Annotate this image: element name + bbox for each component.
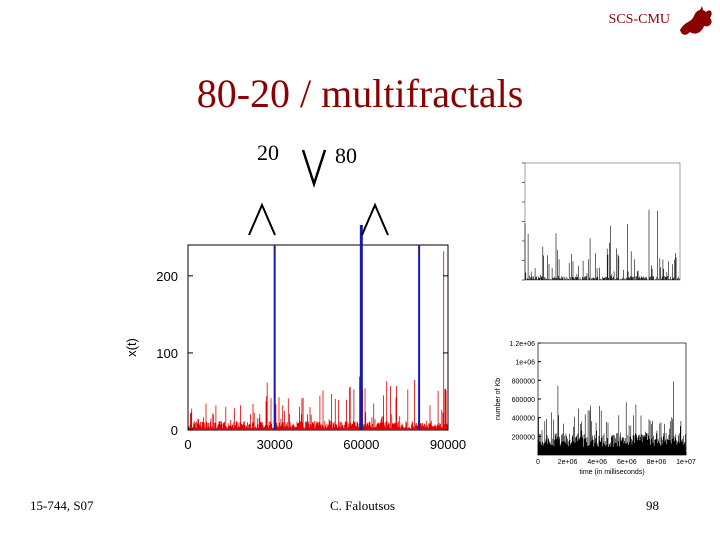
y-tick-label: 0	[171, 423, 178, 438]
inset-bottom-xtick-label: 1e+07	[676, 459, 696, 466]
slide-header: SCS-CMU	[608, 12, 670, 27]
main-plot-frame	[187, 244, 449, 431]
inset-bottom-xlabel: time (in milliseconds)	[579, 469, 644, 476]
y-tick-label: 200	[156, 269, 178, 284]
inset-bottom-ytick-label: 1.2e+06	[510, 341, 536, 348]
caret-bracket-icon	[361, 202, 389, 236]
inset-bottom-ytick-label: 800000	[512, 378, 535, 385]
inset-bottom-xtick-label: 0	[536, 459, 540, 466]
inset-bottom-ytick-label: 1e+06	[515, 360, 535, 367]
y-axis-label: x(t)	[124, 338, 139, 357]
caret-bracket-icon	[248, 202, 276, 236]
inset-bottom-xtick-label: 8e+06	[647, 459, 667, 466]
inset-top-trace	[524, 209, 680, 280]
caret-bracket-icon	[301, 149, 327, 189]
x-tick-label: 60000	[343, 437, 379, 452]
inset-bottom-ytick-label: 400000	[512, 416, 535, 423]
dragon-logo-icon	[680, 6, 712, 35]
course-code: 15-744, S07	[30, 498, 94, 513]
y-tick-label: 100	[156, 346, 178, 361]
x-tick-label: 0	[184, 437, 191, 452]
inset-bottom-ytick-label: 600000	[512, 397, 535, 404]
slide-title: 80-20 / multifractals	[196, 71, 524, 116]
inset-bottom-ylabel: number of Kb	[495, 378, 502, 420]
inset-chart-bottom: 200000 400000 600000 800000 1e+06 1.2e+06 0 2e+…	[495, 341, 696, 476]
x-tick-label: 30000	[257, 437, 293, 452]
inset-top-frame	[524, 162, 681, 281]
inset-bottom-ytick-label: 200000	[512, 434, 535, 441]
inset-bottom-xtick-label: 6e+06	[617, 459, 637, 466]
traffic-chart: 0 100 200 0 30000 60000 90000 x(t)	[124, 149, 466, 452]
inset-chart-top	[522, 162, 681, 281]
inset-bottom-xtick-label: 2e+06	[558, 459, 578, 466]
label-80-percent: 80	[335, 143, 357, 168]
inset-bottom-xtick-label: 4e+06	[587, 459, 607, 466]
traffic-trace	[187, 251, 448, 430]
inset-bottom-trace	[537, 381, 686, 455]
page-number: 98	[646, 498, 659, 513]
x-tick-label: 90000	[430, 437, 466, 452]
label-20-percent: 20	[257, 140, 279, 165]
author-name: C. Faloutsos	[330, 498, 396, 513]
